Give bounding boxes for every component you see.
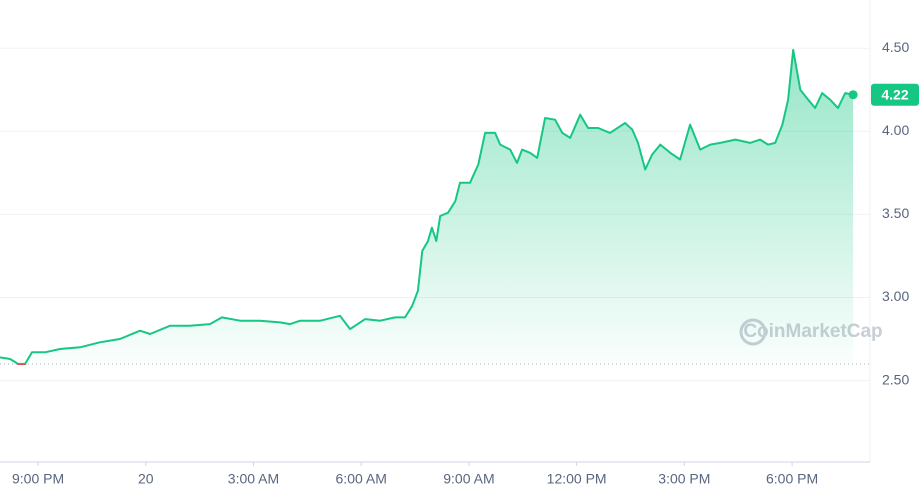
x-tick-label: 3:00 AM bbox=[228, 471, 279, 487]
y-tick-label: 3.00 bbox=[882, 288, 909, 304]
x-tick-label: 20 bbox=[138, 471, 154, 487]
y-tick-label: 4.50 bbox=[882, 39, 909, 55]
price-line bbox=[0, 48, 854, 365]
x-tick-label: 3:00 PM bbox=[658, 471, 710, 487]
y-tick-label: 2.50 bbox=[882, 371, 909, 387]
price-tag-label: 4.22 bbox=[881, 86, 908, 102]
x-tick-label: 6:00 AM bbox=[336, 471, 387, 487]
x-tick-label: 9:00 PM bbox=[12, 471, 64, 487]
area bbox=[0, 49, 854, 364]
price-tag bbox=[871, 83, 919, 106]
x-tick-label: 12:00 PM bbox=[547, 471, 607, 487]
y-tick-label: 3.50 bbox=[882, 205, 909, 221]
x-tick-label: 9:00 AM bbox=[443, 471, 494, 487]
last-point bbox=[848, 90, 858, 100]
y-tick-label: 4.00 bbox=[882, 122, 909, 138]
x-tick-label: 6:00 PM bbox=[766, 471, 818, 487]
